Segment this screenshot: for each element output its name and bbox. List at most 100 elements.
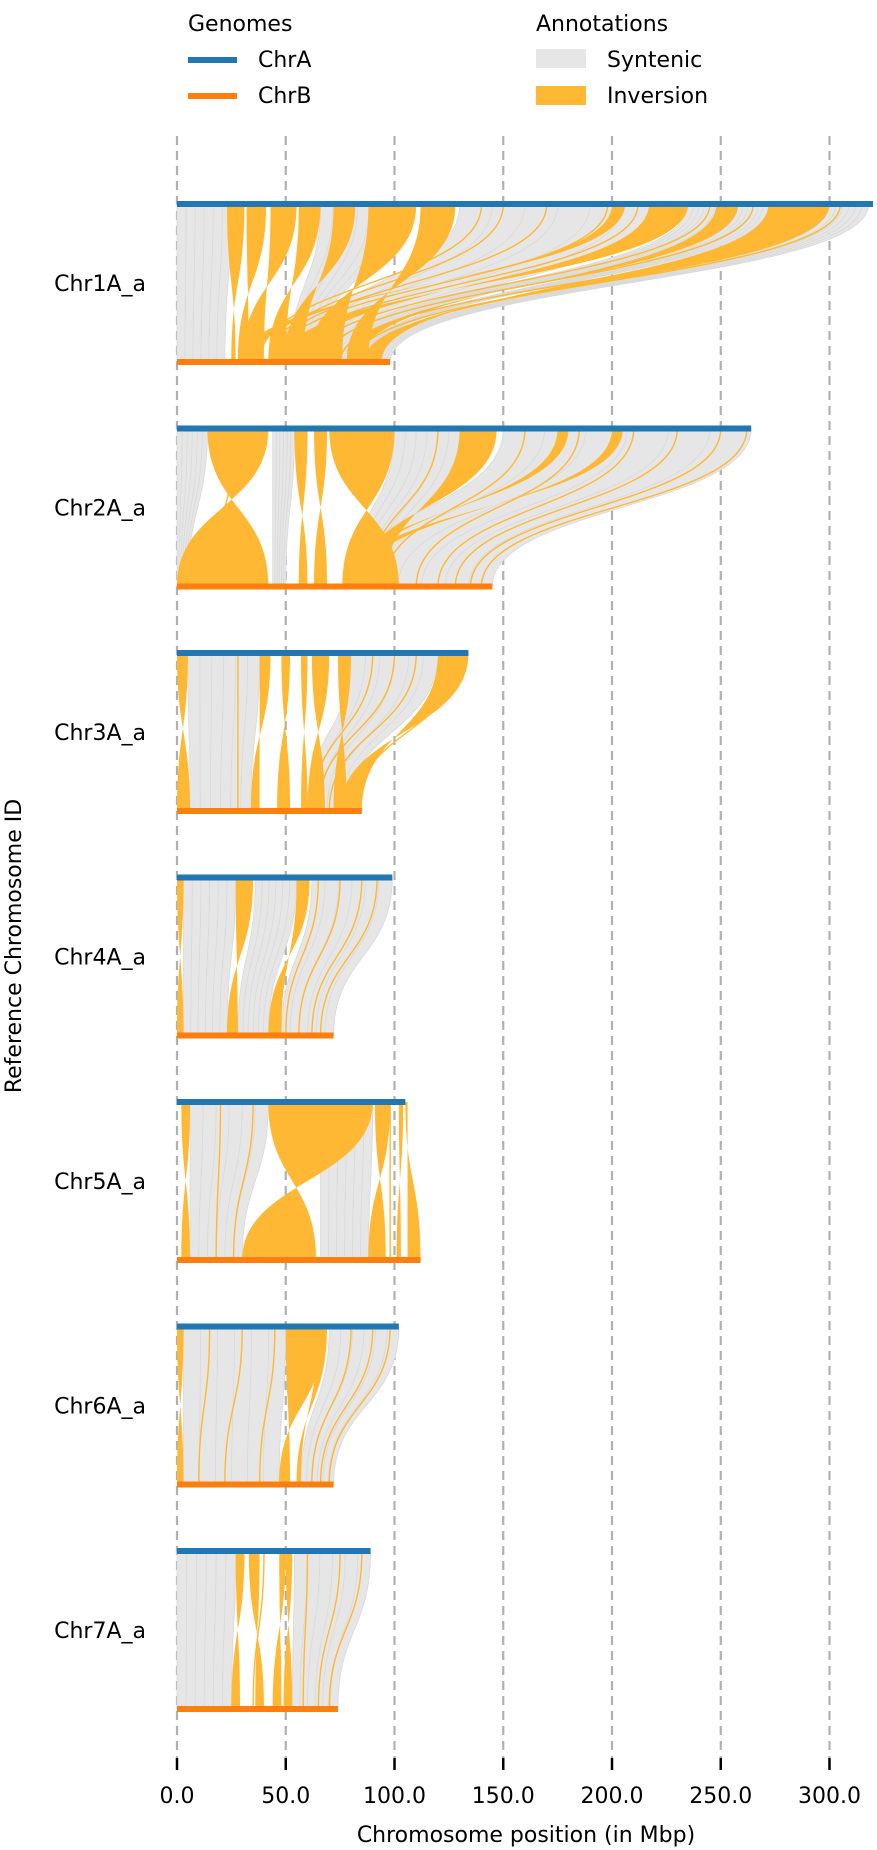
syntenic-strand-0-5-3 bbox=[381, 203, 850, 363]
syntenic-strand-1-1-1 bbox=[274, 428, 277, 587]
syntenic-strand-5-0-4 bbox=[246, 1326, 253, 1485]
syntenic-strand-2-0-6 bbox=[250, 652, 261, 812]
syntenic-ribbon-1-3 bbox=[351, 428, 752, 587]
inversion-strand-3-3 bbox=[319, 877, 378, 1036]
x-tick-label-5: 250.0 bbox=[689, 1784, 752, 1809]
syntenic-strand-6-1-2 bbox=[307, 1550, 321, 1710]
inversion-strand-6-0 bbox=[252, 1550, 265, 1710]
inversion-strand-1-3 bbox=[415, 428, 581, 587]
syntenic-strand-1-3-3 bbox=[421, 428, 628, 587]
syntenic-strand-1-3-4 bbox=[444, 428, 669, 587]
syntenic-strand-3-2-5 bbox=[324, 877, 380, 1036]
inversion-strand-5-2 bbox=[258, 1326, 276, 1485]
syntenic-strand-6-0-1 bbox=[185, 1550, 188, 1710]
syntenic-strand-0-5-2 bbox=[378, 203, 843, 363]
syntenic-strand-5-1-0 bbox=[300, 1326, 330, 1485]
x-tick-label-0: 0.0 bbox=[160, 1784, 195, 1809]
syntenic-strand-0-5-5 bbox=[386, 203, 863, 363]
x-tick-label-3: 150.0 bbox=[472, 1784, 535, 1809]
syntenic-strand-3-0-6 bbox=[226, 877, 237, 1036]
syntenic-strand-0-0-4 bbox=[208, 203, 214, 363]
syntenic-strand-3-2-0 bbox=[281, 877, 313, 1036]
inversion-strand-2-3 bbox=[328, 652, 417, 812]
y-tick-label-Chr5A_a: Chr5A_a bbox=[54, 1170, 146, 1195]
syntenic-strand-3-2-3 bbox=[307, 877, 353, 1036]
inversion-ribbon-2-3 bbox=[300, 653, 308, 811]
inversion-strand-1-5 bbox=[454, 428, 678, 587]
x-tick-label-4: 200.0 bbox=[581, 1784, 644, 1809]
inversion-ribbon-0-10 bbox=[364, 204, 830, 362]
syntenic-strand-6-0-6 bbox=[230, 1550, 237, 1710]
syntenic-strand-6-0-5 bbox=[221, 1550, 227, 1710]
syntenic-strand-6-0-2 bbox=[194, 1550, 197, 1710]
chromosome-bars bbox=[177, 201, 873, 1712]
inversion-strand-5-5 bbox=[328, 1326, 391, 1485]
syntenic-strand-1-1-5 bbox=[283, 428, 292, 587]
syntenic-ribbon-6-0 bbox=[177, 1551, 236, 1709]
y-tick-labels: Chr1A_a Chr2A_a Chr3A_a Chr4A_a Chr5A_a Chr6A… bbox=[54, 272, 146, 1644]
inversion-ribbon-0-3 bbox=[268, 204, 321, 362]
syntenic-strand-1-3-5 bbox=[468, 428, 711, 587]
syntenic-strand-0-4-5 bbox=[366, 203, 764, 363]
inversion-ribbon-4-1 bbox=[242, 1102, 373, 1260]
legend-swatch-inversion bbox=[536, 86, 586, 105]
syntenic-strand-2-0-5 bbox=[240, 652, 249, 812]
inversion-strand-1-6 bbox=[469, 428, 722, 587]
syntenic-strand-3-1-6 bbox=[267, 877, 298, 1036]
syntenic-strand-3-1-5 bbox=[262, 877, 291, 1036]
ribbon-layer bbox=[176, 203, 870, 1710]
inversion-strand-4-0 bbox=[215, 1101, 222, 1261]
syntenic-strand-4-0-2 bbox=[207, 1101, 217, 1261]
syntenic-strand-5-1-3 bbox=[316, 1326, 365, 1485]
inversion-ribbon-6-3 bbox=[283, 1551, 293, 1709]
syntenic-ribbon-1-1 bbox=[272, 428, 295, 587]
inversion-ribbon-2-6 bbox=[340, 653, 469, 811]
inversion-strand-6-3 bbox=[328, 1550, 363, 1710]
syntenic-strand-1-1-2 bbox=[276, 428, 281, 587]
syntenic-strand-3-0-2 bbox=[197, 877, 202, 1036]
inversion-ribbon-1-4 bbox=[355, 428, 497, 587]
legend-title-genomes: Genomes bbox=[188, 12, 292, 37]
syntenic-strand-0-0-5 bbox=[216, 203, 223, 363]
inversion-strand-3-0 bbox=[285, 877, 320, 1036]
syntenic-strand-1-1-6 bbox=[285, 428, 295, 587]
inversion-ribbon-0-6 bbox=[346, 204, 456, 362]
inversion-ribbon-4-3 bbox=[396, 1102, 404, 1260]
syntenic-strand-3-0-4 bbox=[212, 877, 219, 1036]
syntenic-strand-0-5-6 bbox=[389, 203, 870, 363]
syntenic-strand-6-1-3 bbox=[314, 1550, 333, 1710]
inversion-ribbon-0-1 bbox=[237, 204, 267, 362]
syntenic-strand-3-2-4 bbox=[315, 877, 366, 1036]
inversion-ribbon-1-5 bbox=[346, 428, 569, 587]
x-tick-label-6: 300.0 bbox=[798, 1784, 861, 1809]
syntenic-strand-2-0-3 bbox=[220, 652, 225, 812]
syntenic-strand-0-5-4 bbox=[383, 203, 856, 363]
syntenic-strand-0-0-3 bbox=[200, 203, 205, 363]
inversion-ribbon-4-0 bbox=[181, 1102, 191, 1260]
syntenic-strand-3-1-1 bbox=[242, 877, 263, 1036]
syntenic-strand-6-0-3 bbox=[203, 1550, 207, 1710]
syntenic-strand-0-4-2 bbox=[362, 203, 749, 363]
inversion-ribbon-1-6 bbox=[346, 428, 623, 587]
inversion-strand-1-7 bbox=[480, 428, 748, 587]
inversion-ribbon-1-2 bbox=[314, 428, 328, 587]
inversion-ribbon-2-1 bbox=[250, 653, 271, 811]
inversion-ribbon-0-0 bbox=[227, 204, 245, 362]
syntenic-strand-6-1-4 bbox=[322, 1550, 346, 1710]
inversion-ribbon-5-2 bbox=[296, 1326, 328, 1485]
grid-lines bbox=[175, 136, 831, 1758]
inversion-strand-6-1 bbox=[302, 1550, 309, 1710]
syntenic-strand-6-1-6 bbox=[337, 1550, 371, 1710]
legend-label-chrb: ChrB bbox=[258, 84, 311, 109]
syntenic-strand-5-1-1 bbox=[306, 1326, 342, 1485]
inversion-ribbon-0-4 bbox=[283, 204, 356, 362]
syntenic-strand-1-0-1 bbox=[178, 428, 183, 587]
syntenic-strand-5-0-5 bbox=[262, 1326, 270, 1485]
syntenic-strand-3-2-1 bbox=[289, 877, 326, 1036]
syntenic-strand-5-1-6 bbox=[333, 1326, 400, 1485]
inversion-ribbon-0-2 bbox=[242, 204, 297, 362]
syntenic-strand-5-1-5 bbox=[327, 1326, 388, 1485]
inversion-ribbon-0-9 bbox=[346, 204, 739, 362]
syntenic-strand-3-0-5 bbox=[219, 877, 228, 1036]
syntenic-strand-1-1-4 bbox=[281, 428, 288, 587]
